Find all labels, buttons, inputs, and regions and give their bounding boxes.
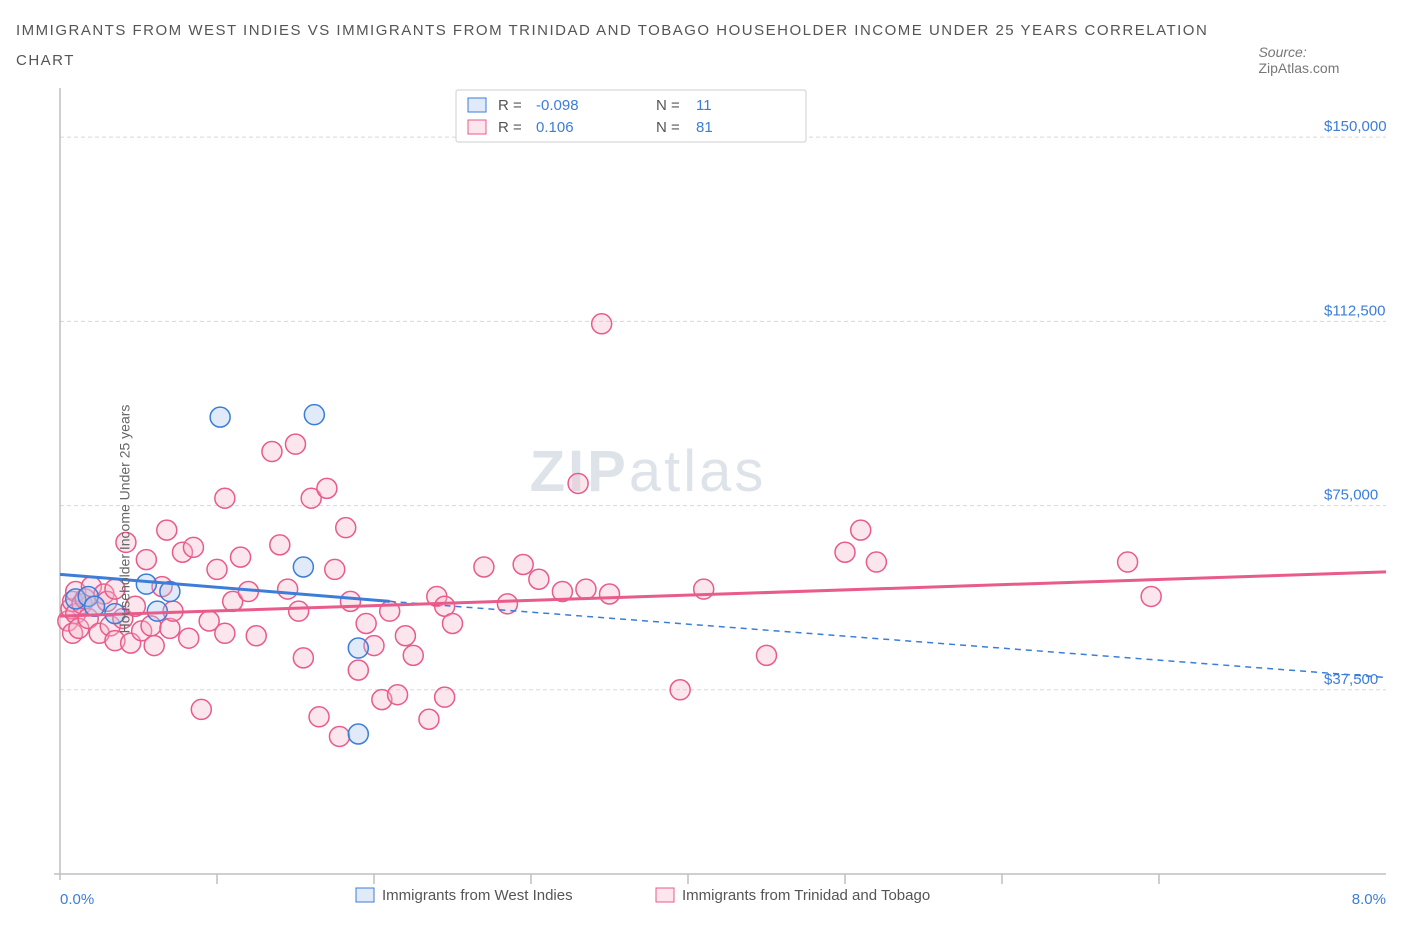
series-b-point xyxy=(246,626,266,646)
legend-r-value-b: 0.106 xyxy=(536,119,574,136)
series-b-point xyxy=(289,601,309,621)
series-b-point xyxy=(293,648,313,668)
legend-n-value-b: 81 xyxy=(696,119,713,136)
legend-swatch-b xyxy=(468,120,486,134)
y-tick-label: $150,000 xyxy=(1324,118,1387,135)
series-b-point xyxy=(851,520,871,540)
series-b-point xyxy=(1118,552,1138,572)
watermark: ZIPatlas xyxy=(530,439,767,504)
series-b-point xyxy=(270,535,290,555)
chart-container: Householder Income Under 25 years $37,50… xyxy=(16,84,1390,920)
source-value: ZipAtlas.com xyxy=(1258,60,1339,76)
series-b-point xyxy=(262,442,282,462)
legend-r-label-b: R = xyxy=(498,119,522,136)
legend-swatch-a xyxy=(468,98,486,112)
series-a-point xyxy=(304,405,324,425)
series-b-point xyxy=(419,709,439,729)
scatter-chart: $37,500 $75,000 $112,500 $150,000 ZIPatlas 0.… xyxy=(16,84,1390,920)
series-b-point xyxy=(179,628,199,648)
series-a-point xyxy=(348,638,368,658)
series-a-point xyxy=(210,407,230,427)
series-b-point xyxy=(356,613,376,633)
series-b-point xyxy=(600,584,620,604)
bottom-legend-swatch-b xyxy=(656,888,674,902)
series-b-point xyxy=(215,623,235,643)
series-b-point xyxy=(336,518,356,538)
series-b-point xyxy=(576,579,596,599)
series-b-point xyxy=(835,542,855,562)
series-b-point xyxy=(435,687,455,707)
chart-title: IMMIGRANTS FROM WEST INDIES VS IMMIGRANT… xyxy=(16,16,1258,76)
series-b-point xyxy=(395,626,415,646)
y-axis-label: Householder Income Under 25 years xyxy=(116,404,132,633)
legend-n-label-b: N = xyxy=(656,119,680,136)
series-b-point xyxy=(529,569,549,589)
source-label: Source: xyxy=(1258,44,1306,60)
series-b-point xyxy=(309,707,329,727)
series-b-point xyxy=(474,557,494,577)
series-b-point xyxy=(183,537,203,557)
series-b-point xyxy=(157,520,177,540)
series-b-point xyxy=(443,613,463,633)
series-b-point xyxy=(278,579,298,599)
legend-r-label-a: R = xyxy=(498,97,522,114)
trendline-b xyxy=(60,572,1386,616)
series-b-point xyxy=(144,636,164,656)
series-a-point xyxy=(136,574,156,594)
series-b-point xyxy=(348,660,368,680)
bottom-legend-label-b: Immigrants from Trinidad and Tobago xyxy=(682,887,930,904)
series-b-point xyxy=(317,478,337,498)
y-tick-label: $112,500 xyxy=(1324,302,1385,319)
series-b-point xyxy=(388,685,408,705)
series-b-point xyxy=(329,726,349,746)
chart-header: IMMIGRANTS FROM WEST INDIES VS IMMIGRANT… xyxy=(16,16,1390,76)
series-b-point xyxy=(757,645,777,665)
series-b-point xyxy=(1141,586,1161,606)
legend-n-value-a: 11 xyxy=(696,97,712,114)
series-b-point xyxy=(207,559,227,579)
series-a-point xyxy=(293,557,313,577)
series-b-point xyxy=(592,314,612,334)
series-b-point xyxy=(231,547,251,567)
chart-source: Source: ZipAtlas.com xyxy=(1258,44,1390,76)
series-b-point xyxy=(866,552,886,572)
series-b-point xyxy=(513,555,533,575)
series-b-point xyxy=(340,591,360,611)
legend-n-label-a: N = xyxy=(656,97,680,114)
y-tick-label: $75,000 xyxy=(1324,487,1378,504)
x-tick-label-end: 8.0% xyxy=(1352,891,1386,908)
x-tick-label-start: 0.0% xyxy=(60,891,94,908)
legend-r-value-a: -0.098 xyxy=(536,97,579,114)
series-b-point xyxy=(568,473,588,493)
trendline-a-dash xyxy=(390,601,1386,677)
series-b-point xyxy=(191,699,211,719)
series-b-point xyxy=(403,645,423,665)
series-a-point xyxy=(348,724,368,744)
series-b-point xyxy=(215,488,235,508)
y-tick-label: $37,500 xyxy=(1324,671,1378,688)
bottom-legend-swatch-a xyxy=(356,888,374,902)
series-b-point xyxy=(670,680,690,700)
series-b-point xyxy=(136,550,156,570)
series-b-point xyxy=(286,434,306,454)
series-b-point xyxy=(325,559,345,579)
bottom-legend-label-a: Immigrants from West Indies xyxy=(382,887,573,904)
